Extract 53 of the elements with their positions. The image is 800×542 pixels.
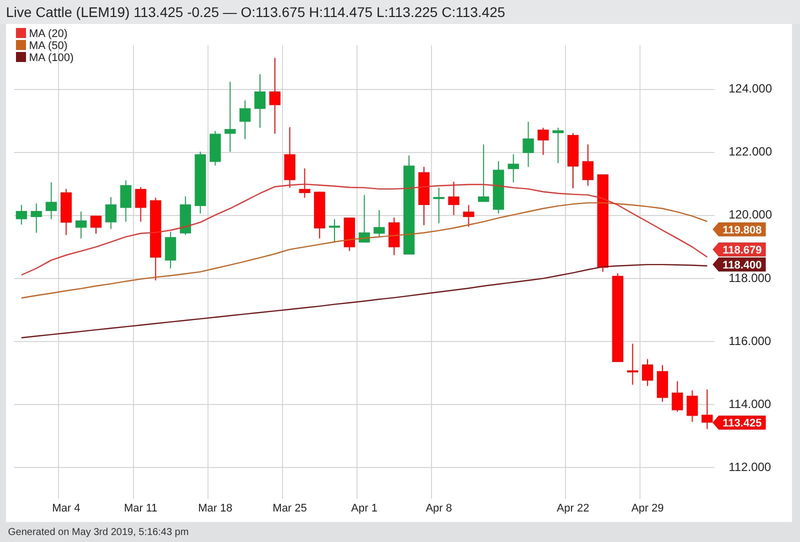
candlestick (90, 215, 102, 234)
x-tick-label: Apr 29 (631, 502, 664, 514)
y-tick-label: 120.000 (728, 208, 772, 222)
x-tick-label: Apr 1 (351, 502, 378, 514)
candlestick (627, 343, 638, 386)
candlestick (358, 194, 370, 244)
candlestick (30, 202, 42, 234)
candlestick (582, 144, 594, 186)
text: Generated on May 3rd 2019, 5:16:43 pm (7, 526, 190, 538)
x-tick-label: Mar 11 (124, 502, 158, 514)
x-tick-label: Mar 18 (198, 502, 232, 514)
data-label: 119.808 (722, 224, 762, 236)
candlestick (328, 218, 340, 244)
candlestick (522, 121, 534, 168)
candlestick (224, 81, 236, 152)
candlestick (642, 358, 654, 386)
y-tick-label: 116.000 (728, 334, 772, 348)
candlestick (75, 211, 87, 239)
y-tick-label: 118.000 (728, 270, 772, 285)
candlestick (433, 187, 444, 224)
candlestick (538, 127, 549, 156)
candlestick (105, 196, 116, 230)
y-tick-label: 122.000 (728, 144, 772, 159)
candlestick (164, 231, 176, 269)
chart-title: Live Cattle (LEM19) 113.425 -0.25 — O:113.675 H:114.475 L:113.225 C:113.425 (0, 0, 800, 24)
y-tick-label: 124.000 (728, 82, 772, 96)
candlestick (239, 100, 251, 140)
candlestick (299, 168, 310, 198)
candlestick (686, 390, 698, 422)
candlestick (463, 204, 474, 228)
x-tick-label: Mar 4 (52, 502, 80, 514)
text: 113.425 (722, 418, 762, 430)
candlestick (254, 74, 266, 128)
x-tick-label: Apr 22 (556, 502, 590, 514)
legend-label: MA (100) (28, 52, 74, 64)
candlestick (448, 181, 460, 216)
data-label: 118.400 (722, 259, 762, 272)
legend-label: MA (50) (28, 40, 69, 52)
candlestick (508, 154, 519, 183)
legend-label: MA (20) (28, 28, 69, 40)
candlestick (374, 210, 385, 238)
candlestick (46, 182, 57, 220)
x-tick-label: Apr 8 (426, 502, 452, 514)
candlestick (135, 186, 146, 222)
candlestick (16, 204, 28, 226)
candlestick (672, 380, 683, 412)
candlestick (120, 180, 132, 222)
candlestick (478, 144, 490, 202)
y-tick-label: 114.000 (728, 396, 772, 411)
y-tick-label: 112.000 (728, 460, 772, 474)
data-label: 118.679 (722, 244, 762, 256)
candlestick (269, 57, 280, 134)
x-tick-label: Mar 25 (272, 502, 307, 514)
